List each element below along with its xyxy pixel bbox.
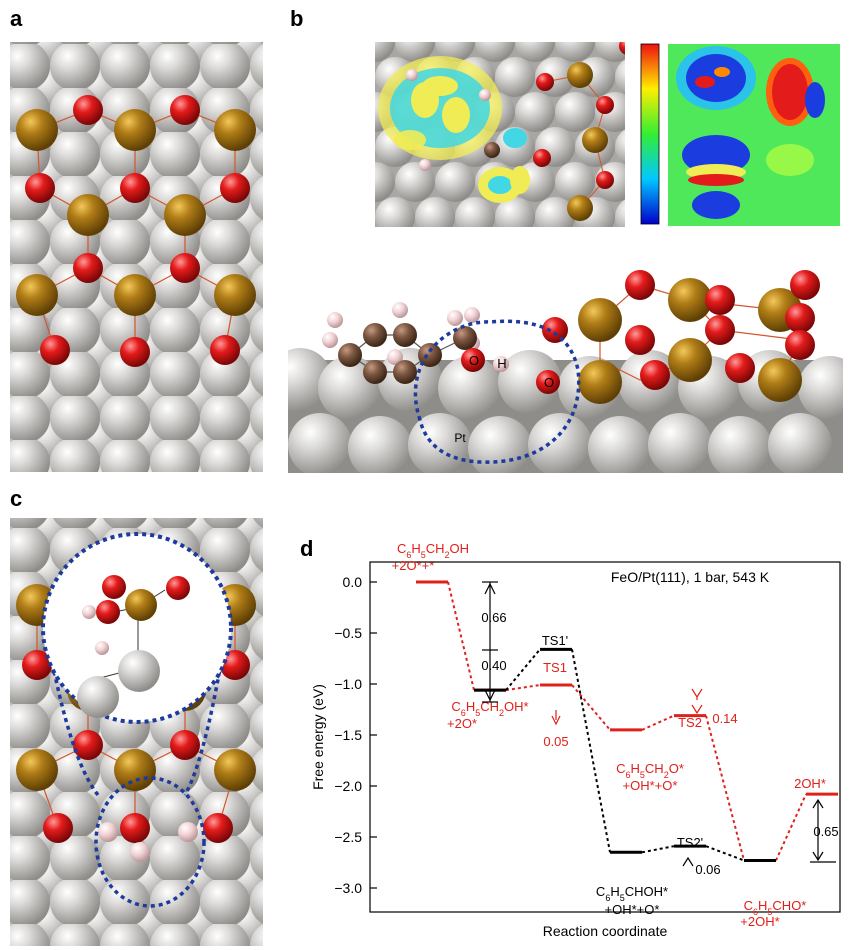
small-dashed-ellipse	[94, 776, 206, 908]
state-label-alkoxide-line2: +OH*+O*	[623, 778, 678, 793]
panel-c-structure	[10, 518, 263, 946]
chart-title: FeO/Pt(111), 1 bar, 543 K	[611, 569, 770, 585]
connector-line	[571, 684, 611, 731]
energy-diagram: 0.0 −0.5 −1.0 −1.5 −2.0 −2.5 −3.0 FeO/Pt(111),…	[310, 541, 841, 939]
y-tick-label: 0.0	[343, 574, 363, 590]
barrier-arrows	[482, 581, 836, 867]
state-label-initial-line2: +2O*+*	[392, 558, 435, 573]
state-label-initial: C6H5CH2OH	[397, 541, 469, 560]
state-label-adsorbed: C6H5CH2OH*	[451, 699, 528, 718]
connector-line	[775, 793, 807, 861]
side-view-structure	[288, 268, 843, 473]
plot-frame	[369, 561, 841, 913]
connector-line	[571, 649, 611, 853]
annotation-065: 0.65	[813, 824, 838, 839]
ts2-label: TS2	[678, 715, 702, 730]
state-label-hydroxyalkyl: C6H5CHOH*	[596, 884, 668, 903]
panel-a-structure	[10, 42, 263, 472]
y-tick-label: −1.5	[334, 727, 362, 743]
active-site-ring	[413, 319, 581, 464]
panel-label-d: d	[300, 536, 314, 561]
y-tick-label: −3.0	[334, 880, 362, 896]
y-tick-label: −2.5	[334, 829, 362, 845]
ts1-label: TS1	[543, 660, 567, 675]
color-scale-bar	[640, 43, 660, 225]
panel-label-c: c	[10, 486, 23, 511]
connector-line	[447, 581, 475, 691]
energy-levels	[416, 580, 838, 862]
state-label-final: 2OH*	[794, 776, 826, 791]
state-label-adsorbed-line2: +2O*	[447, 716, 477, 731]
x-axis-label: Reaction coordinate	[543, 923, 668, 939]
annotation-006: 0.06	[695, 862, 720, 877]
charge-density-map	[375, 42, 625, 227]
state-label-alkoxide: C6H5CH2O*	[616, 761, 684, 780]
fe-atoms	[16, 109, 256, 316]
level-connectors	[447, 581, 807, 862]
connector-line	[641, 714, 675, 731]
state-label-hydroxyalkyl-line2: +OH*+O*	[605, 902, 660, 917]
magnified-inset	[41, 532, 233, 724]
label-pt: Pt	[454, 431, 466, 445]
y-tick-label: −1.0	[334, 676, 362, 692]
panel-label-a: a	[10, 6, 23, 31]
state-label-aldehyde-line2: +2OH*	[740, 914, 779, 929]
label-o-alcohol: O	[469, 353, 479, 368]
connector-line	[505, 684, 541, 692]
state-label-aldehyde: C6H5CHO*	[744, 898, 807, 917]
ts1-prime-label: TS1'	[542, 633, 568, 648]
annotation-066: 0.66	[481, 610, 506, 625]
connector-line	[705, 845, 745, 862]
charge-slice-map	[668, 44, 840, 226]
connector-line	[705, 715, 745, 861]
y-tick-label: −0.5	[334, 625, 362, 641]
annotation-040: 0.40	[481, 658, 506, 673]
ts2-prime-label: TS2'	[677, 835, 703, 850]
y-axis-label: Free energy (eV)	[310, 684, 326, 790]
annotation-005: 0.05	[543, 734, 568, 749]
connector-line	[505, 648, 541, 691]
y-tick-label: −2.0	[334, 778, 362, 794]
label-h: H	[497, 356, 506, 371]
annotation-014: 0.14	[712, 711, 737, 726]
label-o-surface: O	[544, 375, 554, 390]
panel-label-b: b	[290, 6, 304, 31]
y-axis: 0.0 −0.5 −1.0 −1.5 −2.0 −2.5 −3.0	[334, 574, 377, 896]
connector-line	[641, 845, 675, 854]
o-atoms	[25, 95, 250, 367]
